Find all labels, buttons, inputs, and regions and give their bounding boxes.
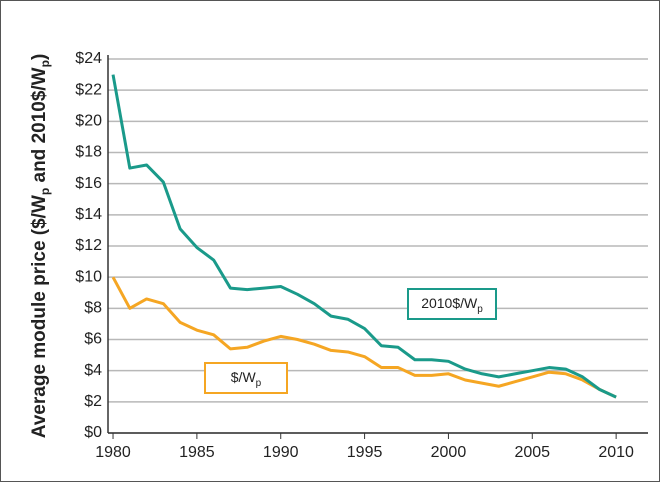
y-tick-label: $16 [75,175,102,192]
subscript: p [477,304,483,315]
y-tick-label: $14 [75,206,102,223]
y-tick-label: $12 [75,237,102,254]
legend-name: 2010$/W [421,295,478,311]
legend-box [204,362,288,394]
y-tick-label: $18 [75,144,102,161]
x-tick-label: 2000 [431,444,467,461]
y-tick-label: $24 [75,50,102,67]
subscript: p [256,378,262,389]
y-axis-label: Average module price ($/Wp and 2010$/Wp) [29,54,52,439]
legend-label: $/Wp [231,369,262,389]
y-tick-label: $10 [75,268,102,285]
legend-name: $/W [231,369,257,385]
y-tick-label: $4 [84,362,102,379]
y-tick-label: $2 [84,393,102,410]
legend-label: 2010$/Wp [421,295,483,315]
subscript: p [38,60,52,67]
series-line [111,276,617,399]
y-tick-label: $0 [84,424,102,441]
label-part: and 2010$/W [29,67,50,187]
x-tick-label: 2010 [598,444,634,461]
label-part: ) [29,54,50,60]
x-tick-label: 1985 [179,444,215,461]
subscript: p [38,188,52,195]
legend-box [407,288,497,320]
label-part: Average module price ($/W [29,195,50,438]
y-tick-label: $8 [84,300,102,317]
x-tick-label: 1990 [263,444,299,461]
y-tick-label: $20 [75,113,102,130]
series-line [111,74,617,399]
x-tick-label: 1995 [347,444,383,461]
y-tick-label: $22 [75,81,102,98]
x-tick-label: 1980 [95,444,131,461]
x-tick-label: 2005 [514,444,550,461]
y-tick-label: $6 [84,331,102,348]
